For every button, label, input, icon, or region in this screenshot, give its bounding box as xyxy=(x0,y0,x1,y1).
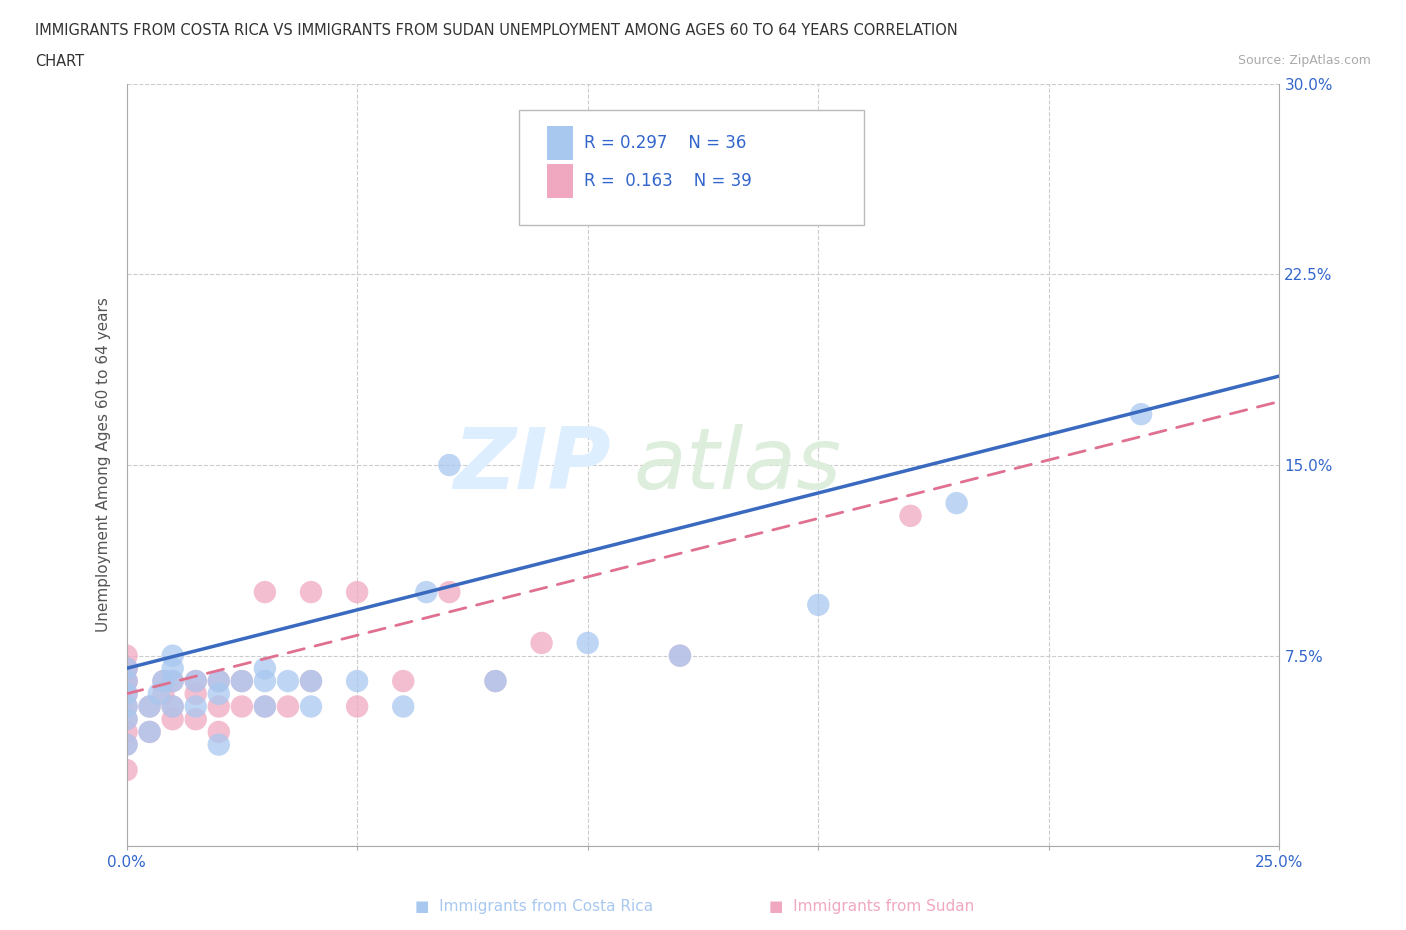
Point xyxy=(299,673,322,688)
Point xyxy=(484,673,506,688)
Point xyxy=(669,648,692,663)
Point xyxy=(184,686,207,701)
Point xyxy=(253,673,276,688)
Point xyxy=(231,673,253,688)
Point xyxy=(346,699,368,714)
Point xyxy=(415,585,437,600)
Point xyxy=(184,699,207,714)
Point xyxy=(346,585,368,600)
Point xyxy=(115,737,138,752)
Point xyxy=(152,673,174,688)
Point xyxy=(945,496,967,511)
Point xyxy=(162,673,184,688)
Point xyxy=(253,585,276,600)
Point xyxy=(299,673,322,688)
Point xyxy=(115,711,138,726)
Point xyxy=(208,686,231,701)
Point xyxy=(530,635,553,650)
Point xyxy=(115,648,138,663)
Point xyxy=(162,661,184,676)
Point xyxy=(148,686,170,701)
FancyBboxPatch shape xyxy=(519,111,865,225)
Text: IMMIGRANTS FROM COSTA RICA VS IMMIGRANTS FROM SUDAN UNEMPLOYMENT AMONG AGES 60 T: IMMIGRANTS FROM COSTA RICA VS IMMIGRANTS… xyxy=(35,23,957,38)
Point xyxy=(184,673,207,688)
Point xyxy=(576,635,599,650)
Point xyxy=(253,699,276,714)
Point xyxy=(208,673,231,688)
Point xyxy=(253,699,276,714)
Point xyxy=(184,711,207,726)
Point xyxy=(115,724,138,739)
Point xyxy=(208,737,231,752)
Point xyxy=(299,585,322,600)
Point xyxy=(208,699,231,714)
Point xyxy=(115,673,138,688)
Point xyxy=(184,673,207,688)
Point xyxy=(231,673,253,688)
Point xyxy=(277,673,299,688)
Point xyxy=(253,661,276,676)
Y-axis label: Unemployment Among Ages 60 to 64 years: Unemployment Among Ages 60 to 64 years xyxy=(96,298,111,632)
Bar xyxy=(547,126,572,160)
Text: R =  0.163    N = 39: R = 0.163 N = 39 xyxy=(585,172,752,191)
Point xyxy=(138,699,160,714)
Text: ZIP: ZIP xyxy=(453,423,610,507)
Point xyxy=(115,686,138,701)
Text: R = 0.297    N = 36: R = 0.297 N = 36 xyxy=(585,134,747,153)
Point xyxy=(162,648,184,663)
Point xyxy=(115,686,138,701)
Point xyxy=(484,673,506,688)
Point xyxy=(162,699,184,714)
Point xyxy=(162,699,184,714)
Point xyxy=(152,673,174,688)
Point xyxy=(299,699,322,714)
Bar xyxy=(547,164,572,198)
Text: atlas: atlas xyxy=(634,423,842,507)
Point xyxy=(138,699,160,714)
Point xyxy=(900,509,922,524)
Point xyxy=(208,673,231,688)
Point xyxy=(346,673,368,688)
Point xyxy=(439,458,461,472)
Point xyxy=(115,699,138,714)
Point xyxy=(115,673,138,688)
Point xyxy=(115,661,138,676)
Point xyxy=(1130,406,1153,421)
Text: Source: ZipAtlas.com: Source: ZipAtlas.com xyxy=(1237,54,1371,67)
Point xyxy=(115,661,138,676)
Text: ■  Immigrants from Costa Rica: ■ Immigrants from Costa Rica xyxy=(415,899,654,914)
Point xyxy=(208,724,231,739)
Point xyxy=(231,699,253,714)
Point xyxy=(162,711,184,726)
Point xyxy=(115,737,138,752)
Point xyxy=(392,673,415,688)
Point xyxy=(439,585,461,600)
Point xyxy=(807,597,830,612)
Point xyxy=(138,724,160,739)
Point xyxy=(115,699,138,714)
Point xyxy=(115,711,138,726)
Point xyxy=(392,699,415,714)
Point xyxy=(152,686,174,701)
Point xyxy=(138,724,160,739)
Point xyxy=(669,648,692,663)
Point xyxy=(162,673,184,688)
Point xyxy=(115,673,138,688)
Text: ■  Immigrants from Sudan: ■ Immigrants from Sudan xyxy=(769,899,974,914)
Point xyxy=(115,763,138,777)
Point xyxy=(277,699,299,714)
Text: CHART: CHART xyxy=(35,54,84,69)
Point xyxy=(115,661,138,676)
